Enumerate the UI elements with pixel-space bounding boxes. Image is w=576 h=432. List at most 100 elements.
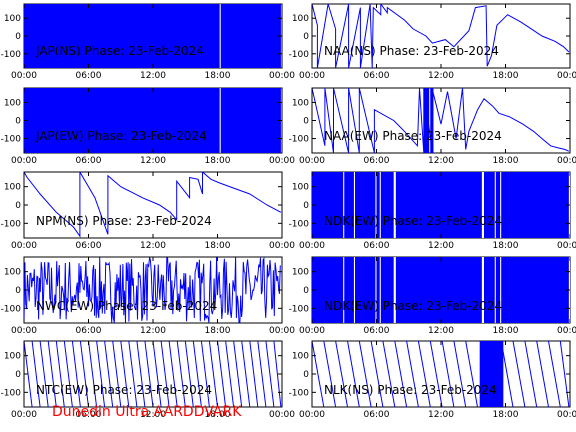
phase-band xyxy=(312,257,569,323)
data-gap xyxy=(494,257,496,323)
panel-title: JAP(NS) Phase: 23-Feb-2024 xyxy=(35,44,204,58)
panel-title: NPM(NS) Phase: 23-Feb-2024 xyxy=(36,214,212,228)
panel-naa-ew: 100 0 -100 00:00 06:00 12:00 18:00 00:00 NAA(EW)… xyxy=(289,87,576,166)
data-gap xyxy=(343,257,345,323)
y-tick-label: -100 xyxy=(1,219,22,229)
data-gap xyxy=(494,172,496,238)
x-tick-label: 18:00 xyxy=(493,71,519,81)
data-gap xyxy=(353,172,355,238)
y-tick-label: 100 xyxy=(292,98,309,108)
x-tick-label: 18:00 xyxy=(205,326,231,336)
y-tick-label: 100 xyxy=(4,183,21,193)
phase-band xyxy=(24,88,281,153)
x-tick-label: 12:00 xyxy=(428,71,454,81)
panel-jap-ns: 100 0 -100 00:00 06:00 12:00 18:00 00:00 JAP(NS)… xyxy=(1,3,295,81)
y-tick-label: 100 xyxy=(4,14,21,24)
trace-group xyxy=(24,341,282,407)
x-tick-label: 12:00 xyxy=(428,156,454,166)
trace-group xyxy=(24,257,281,323)
x-tick-label: 00:00 xyxy=(11,71,37,81)
x-tick-label: 06:00 xyxy=(364,410,390,420)
x-tick-label: 12:00 xyxy=(428,241,454,251)
y-tick-label: 100 xyxy=(4,268,21,278)
plot-area xyxy=(23,340,283,408)
panel-title: NAA(NS) Phase: 23-Feb-2024 xyxy=(324,44,499,58)
y-tick-label: 0 xyxy=(15,370,21,380)
x-tick-label: 00:00 xyxy=(269,71,295,81)
y-tick-label: 0 xyxy=(303,201,309,211)
x-tick-label: 06:00 xyxy=(364,241,390,251)
x-tick-label: 00:00 xyxy=(299,156,325,166)
data-gap xyxy=(219,88,221,153)
y-tick-label: 100 xyxy=(292,183,309,193)
y-tick-label: -100 xyxy=(1,50,22,60)
y-tick-label: 100 xyxy=(292,14,309,24)
x-tick-label: 00:00 xyxy=(269,410,295,420)
y-tick-label: 100 xyxy=(292,352,309,362)
panel-nwc-ew: 100 0 -100 00:00 06:00 12:00 18:00 00:00 NWC(EW)… xyxy=(1,256,295,336)
phase-band xyxy=(423,88,430,153)
x-tick-label: 06:00 xyxy=(76,156,102,166)
panel-ntc-ew: 100 0 -100 00:00 06:00 12:00 18:00 00:00 NTC(EW)… xyxy=(1,340,295,420)
phase-trace xyxy=(24,257,281,323)
x-tick-label: 12:00 xyxy=(140,241,166,251)
phase-trace xyxy=(312,4,570,68)
x-tick-label: 00:00 xyxy=(269,241,295,251)
trace-group xyxy=(312,88,570,153)
panel-title: NAA(EW) Phase: 23-Feb-2024 xyxy=(324,129,502,143)
x-tick-label: 18:00 xyxy=(205,241,231,251)
x-tick-label: 18:00 xyxy=(205,156,231,166)
data-gap xyxy=(375,172,377,238)
x-tick-label: 12:00 xyxy=(140,156,166,166)
x-tick-label: 00:00 xyxy=(557,410,576,420)
x-tick-label: 12:00 xyxy=(428,410,454,420)
x-tick-label: 18:00 xyxy=(493,156,519,166)
x-tick-label: 00:00 xyxy=(557,71,576,81)
y-tick-label: 100 xyxy=(4,352,21,362)
y-tick-label: -100 xyxy=(289,135,310,145)
x-tick-label: 00:00 xyxy=(299,71,325,81)
x-tick-label: 00:00 xyxy=(557,241,576,251)
x-tick-label: 18:00 xyxy=(205,71,231,81)
y-tick-label: 0 xyxy=(15,32,21,42)
x-tick-label: 00:00 xyxy=(11,156,37,166)
data-gap xyxy=(379,257,381,323)
panel-naa-ns: 100 0 -100 00:00 06:00 12:00 18:00 00:00 NAA(NS)… xyxy=(289,3,576,81)
phase-band xyxy=(24,4,281,68)
x-tick-label: 00:00 xyxy=(11,326,37,336)
data-gap xyxy=(500,257,502,323)
panel-jap-ew: 100 0 -100 00:00 06:00 12:00 18:00 00:00 JAP(EW)… xyxy=(1,87,295,166)
data-gap xyxy=(379,172,381,238)
phase-band xyxy=(312,172,569,238)
data-gap xyxy=(375,257,377,323)
y-tick-label: 0 xyxy=(303,32,309,42)
x-tick-label: 18:00 xyxy=(205,410,231,420)
panel-title: JAP(EW) Phase: 23-Feb-2024 xyxy=(35,129,207,143)
x-tick-label: 12:00 xyxy=(140,326,166,336)
x-tick-label: 12:00 xyxy=(140,410,166,420)
y-tick-label: -100 xyxy=(289,219,310,229)
y-tick-label: -100 xyxy=(289,304,310,314)
y-tick-label: 0 xyxy=(15,286,21,296)
y-tick-label: -100 xyxy=(1,135,22,145)
x-tick-label: 00:00 xyxy=(299,326,325,336)
x-tick-label: 00:00 xyxy=(557,156,576,166)
panel-title: NDK(EW) Phase: 23-Feb-2024 xyxy=(324,214,502,228)
x-tick-label: 18:00 xyxy=(493,241,519,251)
x-tick-label: 06:00 xyxy=(76,326,102,336)
panel-npm-ns: 100 0 -100 00:00 06:00 12:00 18:00 00:00 NPM(NS)… xyxy=(1,171,295,251)
y-tick-label: 0 xyxy=(303,370,309,380)
y-tick-label: -100 xyxy=(289,388,310,398)
x-tick-label: 06:00 xyxy=(364,71,390,81)
data-gap xyxy=(393,257,396,323)
x-tick-label: 06:00 xyxy=(76,241,102,251)
panel-ndk-ew-b: 100 0 -100 00:00 06:00 12:00 18:00 00:00 NDK(EW)… xyxy=(289,256,576,336)
x-tick-label: 00:00 xyxy=(269,156,295,166)
x-tick-label: 18:00 xyxy=(493,410,519,420)
y-tick-label: 0 xyxy=(303,286,309,296)
x-tick-label: 06:00 xyxy=(76,71,102,81)
y-tick-label: 0 xyxy=(15,117,21,127)
y-tick-label: -100 xyxy=(1,388,22,398)
panel-title: NTC(EW) Phase: 23-Feb-2024 xyxy=(36,383,212,397)
